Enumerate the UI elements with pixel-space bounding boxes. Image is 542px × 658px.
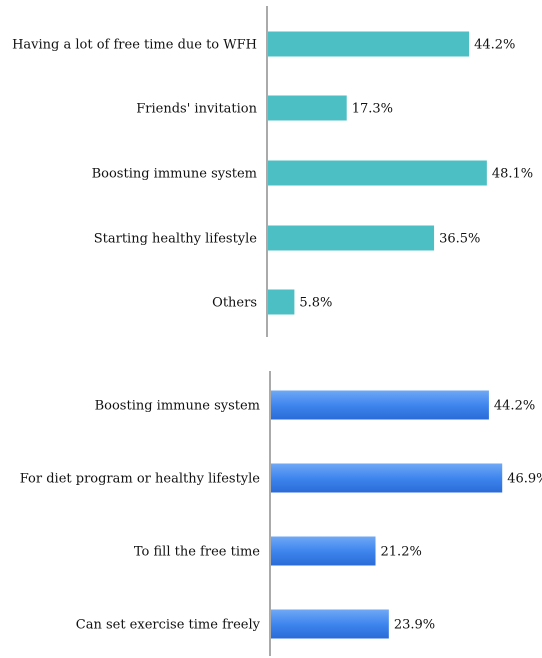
c2-value-label-2: 46.9% — [507, 472, 542, 487]
c1-value-label-1: 44.2% — [474, 38, 515, 53]
c2-value-label-3: 21.2% — [381, 545, 422, 560]
c2-category-label-3: To fill the free time — [134, 545, 260, 560]
c1-category-label-1: Having a lot of free time due to WFH — [12, 38, 257, 53]
c1-value-label-3: 48.1% — [492, 167, 533, 182]
c1-value-label-4: 36.5% — [439, 232, 480, 247]
c1-category-label-2: Friends' invitation — [136, 102, 257, 117]
c1-category-label-4: Starting healthy lifestyle — [94, 232, 258, 247]
c1-category-label-3: Boosting immune system — [92, 167, 257, 182]
c1-bar-5 — [268, 289, 295, 315]
c1-bar-3 — [268, 160, 487, 186]
c1-value-label-5: 5.8% — [299, 296, 332, 311]
c2-category-label-4: Can set exercise time freely — [76, 618, 261, 633]
c2-value-label-4: 23.9% — [394, 618, 435, 633]
chart-reasons-exercise-benefits: Boosting immune system 44.2% For diet prog… — [20, 371, 542, 656]
c2-value-label-1: 44.2% — [494, 399, 535, 414]
c2-bar-4 — [271, 609, 389, 639]
c2-category-label-1: Boosting immune system — [95, 399, 260, 414]
c1-bar-1 — [268, 31, 470, 57]
c2-category-label-2: For diet program or healthy lifestyle — [20, 472, 261, 487]
c2-bar-1 — [271, 390, 489, 420]
c1-bar-2 — [268, 95, 347, 121]
c1-bar-4 — [268, 225, 435, 251]
c1-value-label-2: 17.3% — [352, 102, 393, 117]
c2-bar-3 — [271, 536, 376, 566]
c2-bar-2 — [271, 463, 503, 493]
chart-reasons-start-exercise: Having a lot of free time due to WFH 44.2… — [12, 6, 533, 337]
c1-category-label-5: Others — [212, 296, 257, 311]
